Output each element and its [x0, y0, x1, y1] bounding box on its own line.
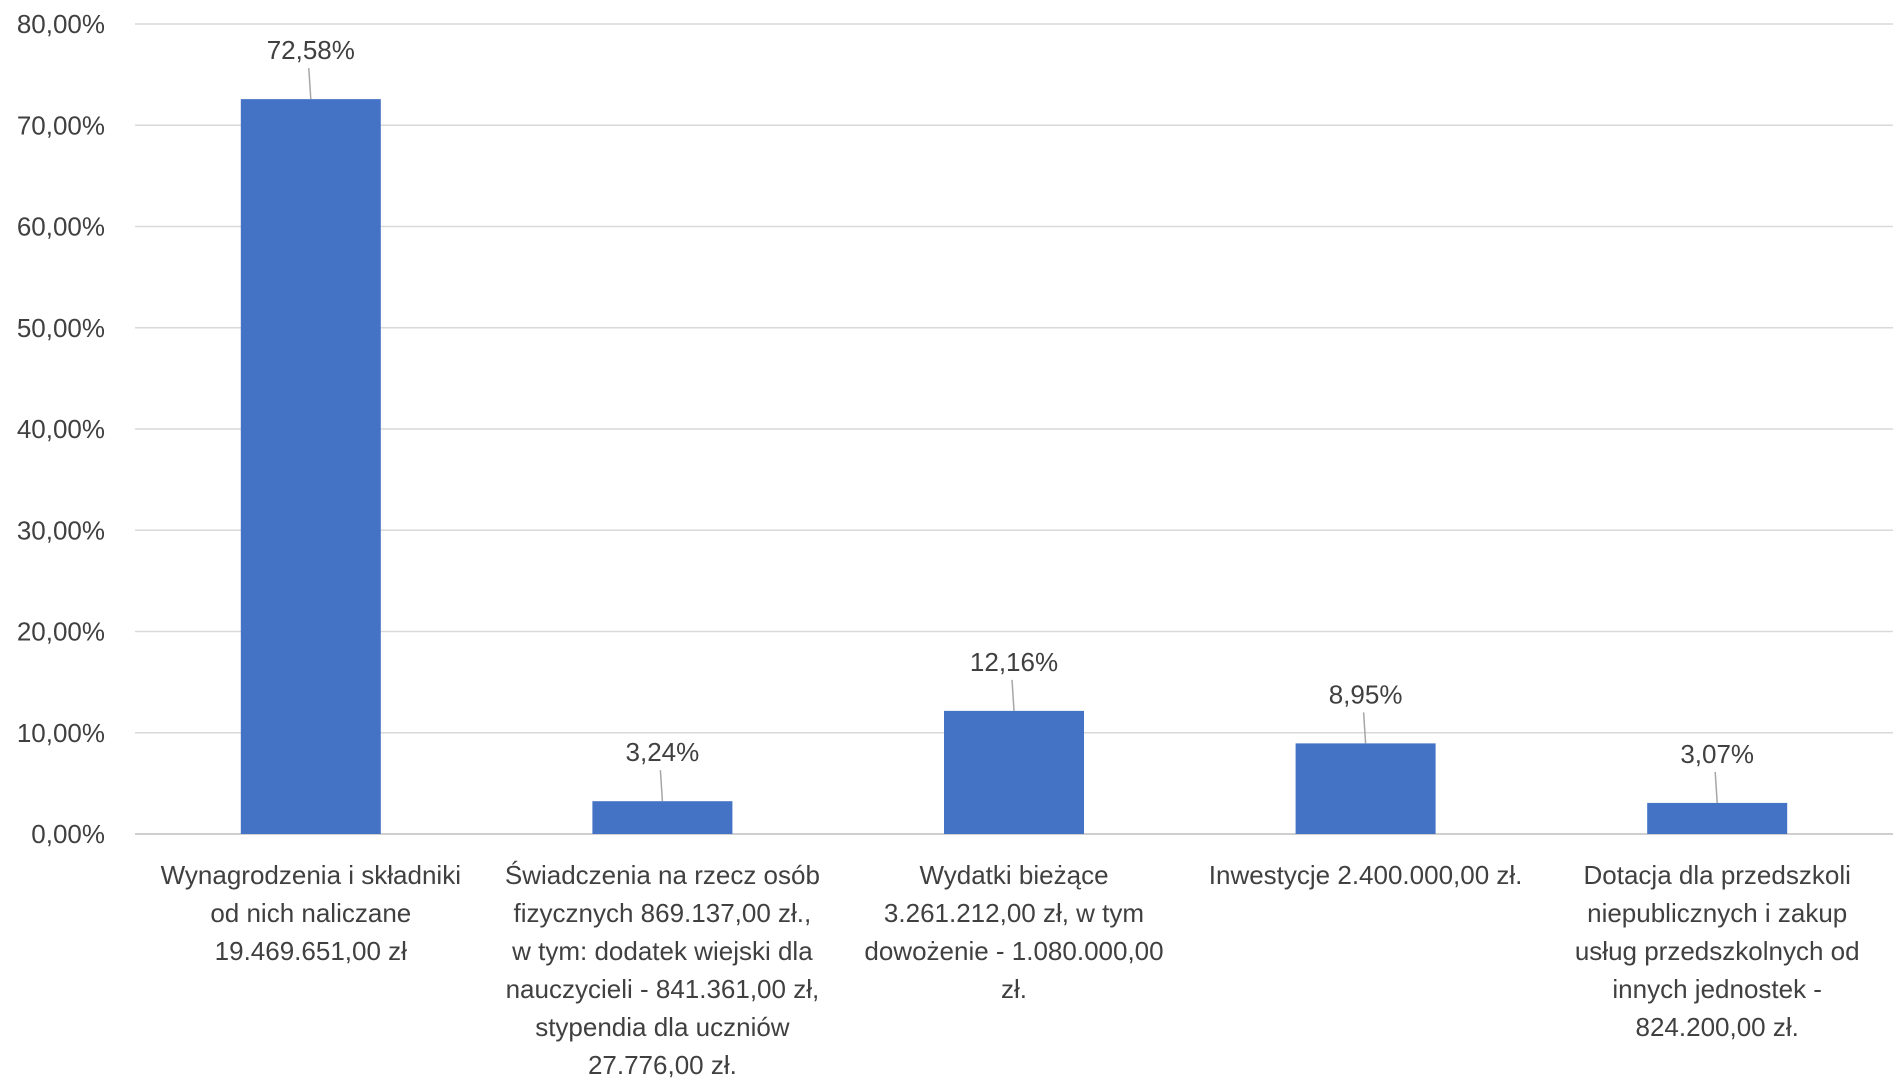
- bar: [1295, 743, 1436, 834]
- y-tick-label: 40,00%: [17, 414, 105, 444]
- x-category-label-line: 27.776,00 zł.: [588, 1050, 737, 1080]
- data-label-leader-lines: [308, 68, 1718, 803]
- x-category-label-line: od nich naliczane: [210, 898, 411, 928]
- bar: [240, 99, 381, 834]
- x-category-label-line: fizycznych 869.137,00 zł.,: [514, 898, 812, 928]
- x-category-label-line: 3.261.212,00 zł, w tym: [884, 898, 1144, 928]
- x-category-label-line: innych jednostek -: [1612, 974, 1822, 1004]
- leader-line: [308, 68, 312, 100]
- x-category-label-line: Inwestycje 2.400.000,00 zł.: [1209, 860, 1523, 890]
- x-category-label: Inwestycje 2.400.000,00 zł.: [1209, 860, 1523, 890]
- leader-line: [1011, 679, 1015, 711]
- y-axis-tick-labels: 0,00% 10,00% 20,00% 30,00% 40,00% 50,00% 60,00…: [17, 9, 105, 849]
- bar: [1647, 802, 1788, 834]
- bar: [944, 710, 1084, 834]
- data-label: 3,24%: [626, 737, 700, 767]
- data-label: 3,07%: [1680, 739, 1754, 769]
- x-category-label-line: Świadczenia na rzecz osób: [505, 860, 820, 890]
- data-labels: 72,58% 3,24% 12,16% 8,95% 3,07%: [267, 35, 1754, 769]
- y-tick-label: 30,00%: [17, 515, 105, 545]
- y-tick-label: 20,00%: [17, 617, 105, 647]
- y-tick-label: 70,00%: [17, 110, 105, 140]
- leader-line: [1362, 712, 1367, 744]
- x-category-label-line: Wydatki bieżące: [919, 860, 1108, 890]
- x-category-label-line: 19.469.651,00 zł: [215, 936, 407, 966]
- x-category-label-line: w tym: dodatek wiejski dla: [511, 936, 813, 966]
- y-tick-label: 10,00%: [17, 718, 105, 748]
- x-category-label-line: stypendia dla uczniów: [535, 1012, 790, 1042]
- data-label: 72,58%: [267, 35, 355, 65]
- data-label: 12,16%: [970, 647, 1058, 677]
- y-tick-label: 50,00%: [17, 313, 105, 343]
- x-category-label-line: Dotacja dla przedszkoli: [1584, 860, 1851, 890]
- x-category-label-line: zł.: [1001, 974, 1027, 1004]
- x-axis-category-labels: Wynagrodzenia i składniki od nich nalicza…: [161, 860, 1860, 1080]
- x-category-label: Wydatki bieżące 3.261.212,00 zł, w tym dow…: [864, 860, 1163, 1004]
- x-category-label: Świadczenia na rzecz osób fizycznych 869.…: [505, 860, 820, 1080]
- x-category-label: Wynagrodzenia i składniki od nich nalicza…: [161, 860, 461, 966]
- x-category-label-line: 824.200,00 zł.: [1636, 1012, 1799, 1042]
- y-tick-label: 60,00%: [17, 212, 105, 242]
- leader-line: [1714, 771, 1718, 803]
- data-label: 8,95%: [1329, 679, 1403, 709]
- leader-line: [659, 770, 664, 802]
- x-category-label-line: niepublicznych i zakup: [1587, 898, 1847, 928]
- y-tick-label: 0,00%: [31, 819, 105, 849]
- bar: [592, 801, 733, 834]
- gridlines: [135, 23, 1893, 835]
- bars: [240, 99, 1788, 834]
- x-category-label-line: Wynagrodzenia i składniki: [161, 860, 461, 890]
- x-category-label-line: nauczycieli - 841.361,00 zł,: [506, 974, 820, 1004]
- y-tick-label: 80,00%: [17, 9, 105, 39]
- x-category-label: Dotacja dla przedszkoli niepublicznych i …: [1575, 860, 1860, 1042]
- x-category-label-line: dowożenie - 1.080.000,00: [864, 936, 1163, 966]
- x-category-label-line: usług przedszkolnych od: [1575, 936, 1860, 966]
